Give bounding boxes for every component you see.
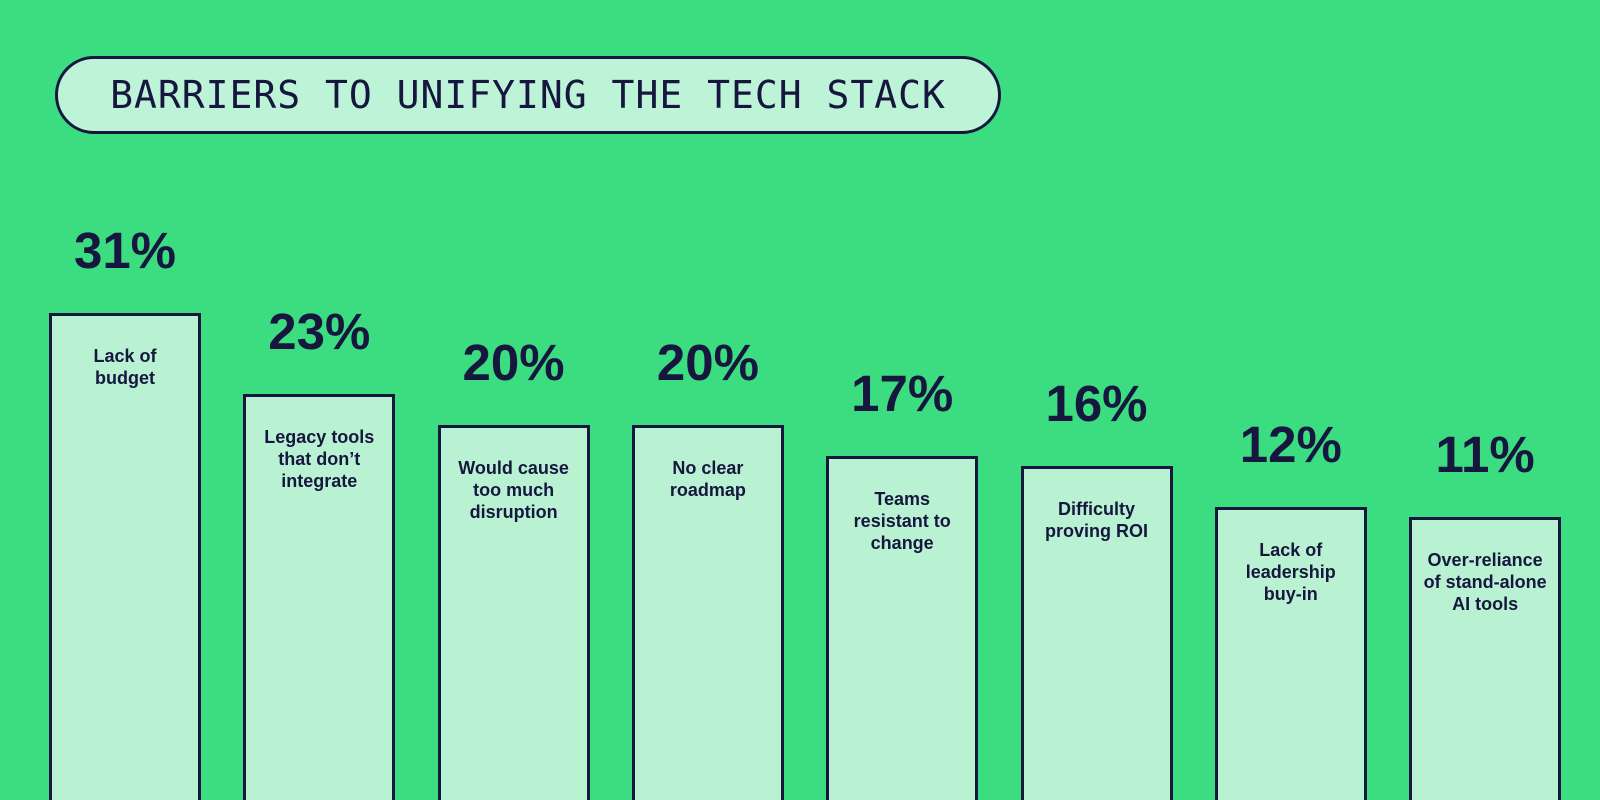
value-label-would-cause-too-much-disruption: 20% <box>462 334 565 391</box>
bar-category-label-over-reliance-of-stand-alone-ai-tools: Over-reliance of stand-alone AI tools <box>1423 550 1547 614</box>
value-label-legacy-tools-that-don-t-integrate: 23% <box>268 303 371 360</box>
bar-category-label-legacy-tools-that-don-t-integrate: Legacy tools that don’t integrate <box>264 427 375 491</box>
chart-title-pill: BARRIERS TO UNIFYING THE TECH STACK <box>55 56 1001 134</box>
bar-over-reliance-of-stand-alone-ai-tools: Over-reliance of stand-alone AI tools <box>1409 517 1562 800</box>
bar-lack-of-budget: Lack of budget <box>49 313 201 800</box>
value-label-lack-of-budget: 31% <box>73 222 177 279</box>
bar-category-label-difficulty-proving-roi: Difficulty proving ROI <box>1045 499 1148 541</box>
bar-category-label-teams-resistant-to-change: Teams resistant to change <box>853 489 951 553</box>
value-label-lack-of-leadership-buy-in: 12% <box>1239 416 1342 473</box>
bar-lack-of-leadership-buy-in: Lack of leadership buy-in <box>1214 507 1367 800</box>
bar-category-label-would-cause-too-much-disruption: Would cause too much disruption <box>458 458 569 522</box>
chart-title: BARRIERS TO UNIFYING THE TECH STACK <box>110 73 946 117</box>
value-label-teams-resistant-to-change: 17% <box>851 365 954 422</box>
bar-legacy-tools-that-don-t-integrate: Legacy tools that don’t integrate <box>243 394 396 800</box>
bar-would-cause-too-much-disruption: Would cause too much disruption <box>437 425 590 800</box>
value-label-over-reliance-of-stand-alone-ai-tools: 11% <box>1435 426 1535 483</box>
value-label-difficulty-proving-roi: 16% <box>1045 375 1148 432</box>
bar-category-label-lack-of-leadership-buy-in: Lack of leadership buy-in <box>1245 540 1336 604</box>
bar-category-label-lack-of-budget: Lack of budget <box>93 346 157 388</box>
bar-difficulty-proving-roi: Difficulty proving ROI <box>1020 466 1173 800</box>
bar-no-clear-roadmap: No clear roadmap <box>631 425 784 800</box>
bar-teams-resistant-to-change: Teams resistant to change <box>826 456 979 800</box>
value-label-no-clear-roadmap: 20% <box>656 334 759 391</box>
bar-category-label-no-clear-roadmap: No clear roadmap <box>669 458 746 500</box>
